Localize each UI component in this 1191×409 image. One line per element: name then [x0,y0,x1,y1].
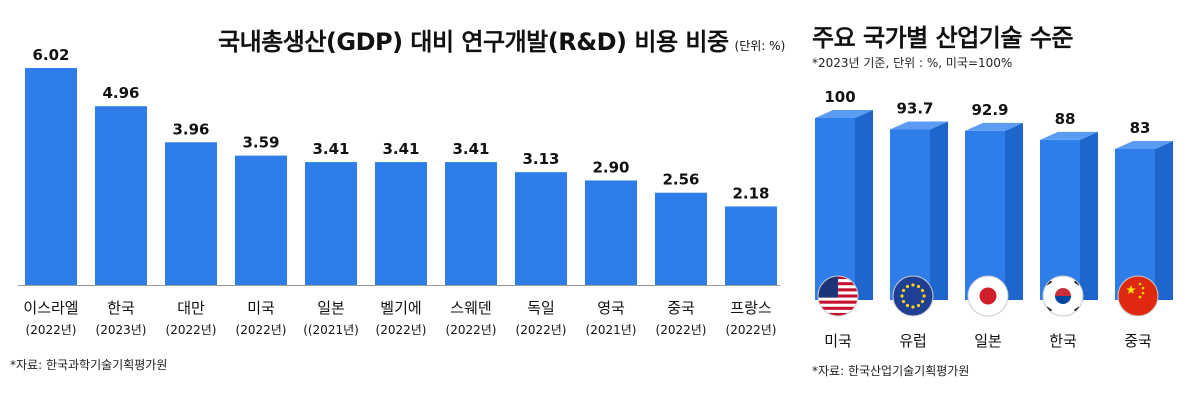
bar-top-face [890,121,948,130]
bar-3 [965,130,1005,300]
category-label: 이스라엘 [23,299,78,317]
value-label: 4.96 [102,84,139,102]
bar-8 [515,172,567,285]
bar-top-face [815,110,873,118]
bar-side-face [930,121,948,300]
bar-top-face [1040,131,1098,140]
us-flag-icon [817,275,859,317]
bar-2 [95,106,147,285]
category-year-label: (2022년) [656,323,707,337]
value-label: 3.59 [242,134,279,152]
category-label: 중국 [667,299,695,317]
category-label: 스웨덴 [450,299,491,317]
china-flag-icon [1117,275,1159,317]
value-label: 3.41 [312,140,349,158]
category-label: 유럽 [899,332,927,350]
value-label: 3.96 [172,120,209,138]
right-chart-title: 주요 국가별 산업기술 수준 [812,24,1073,52]
bar-4 [235,155,287,285]
category-year-label: (2022년) [236,323,287,337]
bar-side-face [1155,140,1173,300]
category-year-label: (2021년) [586,323,637,337]
category-year-label: (2023년) [96,323,147,337]
bar-side-face [1080,131,1098,300]
value-label: 3.41 [452,140,489,158]
category-year-label: (2022년) [376,323,427,337]
bar-side-face [1005,122,1023,300]
bar-5 [305,162,357,285]
value-label: 2.18 [732,184,769,202]
right-chart-subtitle: *2023년 기준, 단위 : %, 미국=100% [812,56,1013,70]
value-label: 3.13 [522,150,559,168]
bar-11 [725,206,777,285]
bar-1 [815,118,855,300]
bar-5 [1115,148,1155,300]
category-label: 한국 [1049,332,1077,350]
category-label: 미국 [247,299,275,317]
category-year-label: ((2021년) [303,323,359,337]
korea-flag-icon [1042,275,1084,317]
category-label: 미국 [824,332,852,350]
bar-side-face [855,110,873,300]
bar-3 [165,142,217,285]
value-label: 2.56 [662,171,699,189]
value-label: 6.02 [32,46,69,64]
bar-10 [655,192,707,285]
category-label: 영국 [597,299,625,317]
bar-2 [890,129,930,300]
bar-4 [1040,139,1080,300]
value-label: 88 [1055,110,1076,128]
left-chart-title-text: 국내총생산(GDP) 대비 연구개발(R&D) 비용 비중 [218,28,729,56]
category-label: 프랑스 [730,299,772,317]
category-label: 대만 [177,299,205,317]
eu-flag-icon [892,275,934,317]
category-year-label: (2022년) [26,323,77,337]
bar-9 [585,180,637,285]
category-year-label: (2022년) [446,323,497,337]
bar-6 [375,162,427,285]
left-chart-unit: (단위: %) [734,39,786,53]
value-label: 93.7 [896,99,933,117]
category-label: 중국 [1124,332,1152,350]
category-year-label: (2022년) [516,323,567,337]
bar-1 [25,68,77,285]
value-label: 2.90 [592,158,629,176]
category-label: 독일 [527,299,555,317]
bar-7 [445,162,497,285]
category-label: 한국 [107,299,135,317]
left-chart-source: *자료: 한국과학기술기획평가원 [10,358,168,372]
bar-top-face [965,122,1023,131]
right-chart-source: *자료: 한국산업기술기획평가원 [812,364,970,378]
japan-flag-icon [967,275,1009,317]
category-label: 일본 [317,299,345,317]
value-label: 92.9 [971,101,1008,119]
value-label: 3.41 [382,140,419,158]
left-chart-title: 국내총생산(GDP) 대비 연구개발(R&D) 비용 비중 (단위: %) [218,22,785,57]
value-label: 83 [1130,119,1151,137]
category-label: 일본 [974,332,1002,350]
bar-top-face [1115,140,1173,149]
value-label: 100 [824,88,855,106]
category-year-label: (2022년) [166,323,217,337]
category-label: 벨기에 [380,299,421,317]
category-year-label: (2022년) [726,323,777,337]
